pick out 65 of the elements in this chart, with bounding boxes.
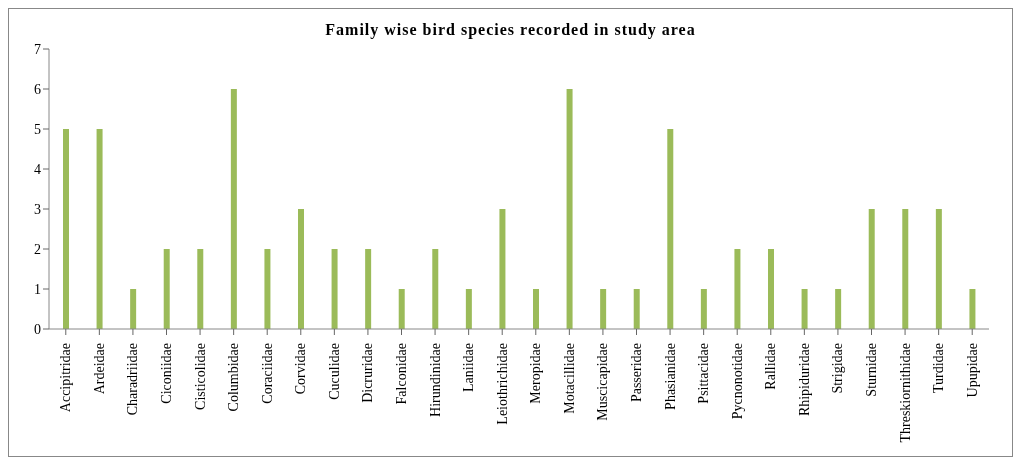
- x-tick-label: Motacillidae: [561, 343, 577, 414]
- x-tick-label: Hirundinidae: [427, 343, 443, 417]
- bar: [197, 249, 204, 329]
- bar: [499, 209, 506, 329]
- bar: [768, 249, 774, 329]
- bar: [700, 289, 707, 329]
- x-tick-label: Turdidae: [931, 343, 947, 394]
- x-tick-label: Phasianidae: [662, 343, 678, 410]
- x-tick-label: Passeridae: [629, 343, 644, 403]
- x-tick-label: Sturnidae: [864, 343, 879, 397]
- x-tick-label: Leiothrichidae: [494, 343, 510, 425]
- x-tick-label: Psittacidae: [696, 343, 712, 404]
- bar: [969, 289, 976, 329]
- x-tick-label: Charadriidae: [125, 343, 141, 416]
- x-tick-label: Strigidae: [830, 343, 846, 394]
- bar: [801, 289, 808, 329]
- bar: [331, 249, 338, 329]
- y-tick-label: 6: [34, 81, 41, 97]
- y-tick-label: 4: [34, 161, 41, 177]
- bar: [633, 289, 640, 329]
- y-tick-label: 0: [34, 321, 41, 337]
- bar: [264, 249, 271, 329]
- x-tick-label: Meropidae: [528, 343, 544, 404]
- x-tick-label: Falconidae: [394, 343, 409, 405]
- x-tick-label: Ardeidae: [91, 343, 107, 395]
- bar: [600, 289, 607, 329]
- x-tick-label: Coraciidae: [259, 343, 275, 404]
- bar: [63, 129, 69, 329]
- x-tick-label: Cisticolidae: [192, 343, 208, 410]
- y-tick-label: 3: [34, 201, 41, 217]
- y-tick-label: 7: [34, 41, 41, 57]
- x-tick-label: Muscicapidae: [595, 343, 611, 421]
- x-tick-label: Ciconiidae: [159, 343, 174, 404]
- bar: [667, 129, 674, 329]
- x-tick-label: Rallidae: [763, 343, 779, 390]
- x-tick-label: Dicruridae: [360, 343, 376, 403]
- bar: [365, 249, 372, 329]
- bar: [835, 289, 842, 329]
- bar: [533, 289, 539, 329]
- bar: [465, 289, 472, 329]
- bar: [298, 209, 304, 329]
- bar: [398, 289, 405, 329]
- bar: [935, 209, 942, 329]
- x-tick-label: Upupidae: [964, 343, 980, 398]
- bar: [96, 129, 103, 329]
- y-tick-label: 2: [34, 241, 41, 257]
- y-tick-label: 1: [34, 281, 41, 297]
- bar: [230, 89, 237, 329]
- bar: [566, 89, 573, 329]
- x-tick-label: Columbidae: [226, 343, 242, 412]
- x-tick-label: Corvidae: [293, 343, 309, 395]
- chart-title: Family wise bird species recorded in study area: [324, 21, 697, 39]
- bar: [734, 249, 741, 329]
- x-tick-label: Threskiornithidae: [897, 343, 913, 443]
- bar: [868, 209, 875, 329]
- x-tick-label: Cuculidae: [326, 343, 342, 400]
- y-tick-label: 5: [34, 121, 41, 137]
- bar: [902, 209, 909, 329]
- x-tick-label: Laniidae: [461, 343, 477, 392]
- bar: [130, 289, 137, 329]
- x-tick-label: Rhipiduridae: [796, 343, 812, 417]
- bar: [432, 249, 439, 329]
- bar: [163, 249, 170, 329]
- x-tick-label: Accipitridae: [58, 343, 74, 413]
- x-tick-label: Pycnonotidae: [729, 343, 745, 420]
